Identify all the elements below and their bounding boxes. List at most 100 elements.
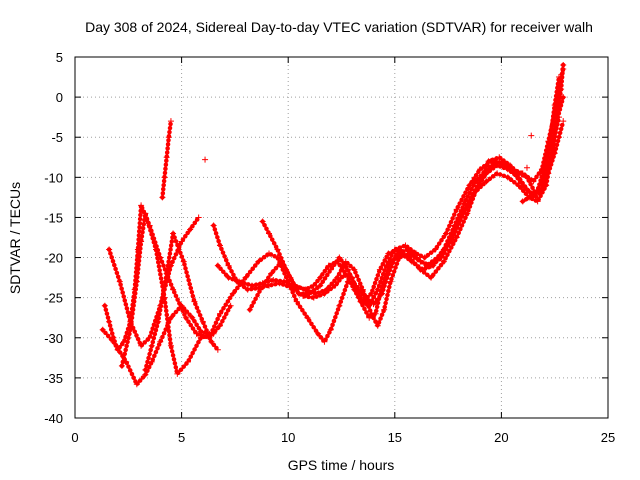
data-point <box>182 314 189 321</box>
data-point <box>310 282 317 289</box>
series-arc-6 <box>159 118 174 201</box>
series-arc-3 <box>106 214 202 349</box>
data-point <box>327 266 334 273</box>
y-tick-label: -15 <box>44 210 63 225</box>
data-point <box>327 326 334 333</box>
data-point <box>428 274 435 281</box>
data-point <box>167 118 174 125</box>
data-point <box>142 366 149 373</box>
data-point <box>163 154 170 161</box>
data-point <box>560 66 567 73</box>
data-point <box>466 182 473 189</box>
data-point <box>242 274 249 281</box>
series-arc-11 <box>259 66 567 309</box>
data-point <box>366 302 373 309</box>
data-point <box>266 230 273 237</box>
data-point <box>276 280 283 287</box>
data-point <box>464 210 471 217</box>
data-point <box>255 285 262 292</box>
data-point <box>266 250 273 257</box>
series-layer <box>99 62 567 388</box>
data-point <box>483 166 490 173</box>
data-point <box>336 302 343 309</box>
y-tick-label: -20 <box>44 251 63 266</box>
series-arc-4 <box>118 210 217 377</box>
data-point <box>193 330 200 337</box>
data-point <box>163 270 170 277</box>
data-point <box>153 246 160 253</box>
data-point <box>351 286 358 293</box>
data-point <box>159 194 166 201</box>
x-tick-label: 0 <box>71 430 78 445</box>
data-point <box>208 338 215 345</box>
data-point <box>133 381 140 388</box>
data-point <box>398 250 405 257</box>
data-point <box>197 328 204 335</box>
data-point <box>519 182 526 189</box>
data-point <box>187 226 194 233</box>
x-axis-label: GPS time / hours <box>288 457 395 473</box>
data-point <box>155 318 162 325</box>
outlier-point <box>528 132 535 139</box>
data-point <box>157 338 164 345</box>
data-point <box>496 154 503 161</box>
data-point <box>374 322 381 329</box>
data-point <box>372 310 379 317</box>
outlier-layer <box>202 132 535 171</box>
x-tick-label: 10 <box>281 430 295 445</box>
y-axis-label: SDTVAR / TECUs <box>7 182 23 294</box>
data-point <box>167 342 174 349</box>
x-tick-label: 15 <box>388 430 402 445</box>
data-point <box>419 266 426 273</box>
data-point <box>138 342 145 349</box>
data-point <box>189 314 196 321</box>
data-point <box>402 242 409 249</box>
data-point <box>106 318 113 325</box>
data-point <box>293 298 300 305</box>
data-point <box>148 342 155 349</box>
data-point <box>184 358 191 365</box>
data-point <box>555 134 562 141</box>
data-point <box>246 306 253 313</box>
data-point <box>321 290 328 297</box>
data-point <box>532 190 539 197</box>
data-point <box>170 286 177 293</box>
data-point <box>310 294 317 301</box>
data-point <box>180 258 187 265</box>
data-point <box>519 198 526 205</box>
series-trace <box>119 211 216 377</box>
data-point <box>453 234 460 241</box>
y-tick-label: -5 <box>51 130 63 145</box>
data-point <box>385 250 392 257</box>
data-point <box>214 346 221 353</box>
data-point <box>244 286 251 293</box>
data-point <box>440 258 447 265</box>
data-point <box>474 182 481 189</box>
data-point <box>494 170 501 177</box>
data-point <box>421 254 428 261</box>
data-point <box>229 290 236 297</box>
data-point <box>170 230 177 237</box>
data-point <box>432 246 439 253</box>
series-trace <box>520 118 566 204</box>
data-point <box>317 274 324 281</box>
data-point <box>430 262 437 269</box>
data-point <box>366 314 373 321</box>
data-point <box>216 322 223 329</box>
data-point <box>451 222 458 229</box>
series-trace <box>106 215 201 349</box>
data-point <box>227 302 234 309</box>
plot-frame <box>74 56 609 419</box>
data-point <box>300 293 307 300</box>
data-point <box>101 302 108 309</box>
data-point <box>225 262 232 269</box>
data-point <box>555 82 562 89</box>
data-point <box>545 170 552 177</box>
tick-layer <box>74 56 609 419</box>
data-point <box>334 274 341 281</box>
data-point <box>274 246 281 253</box>
data-point <box>214 262 221 269</box>
data-point <box>142 210 149 217</box>
data-point <box>440 246 447 253</box>
